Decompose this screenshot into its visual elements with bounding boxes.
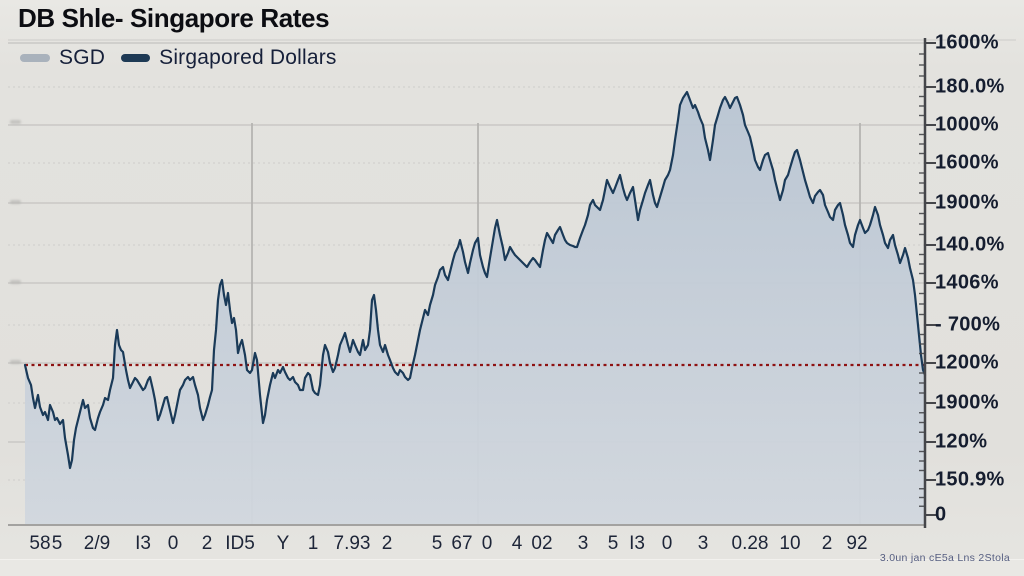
- y-tick-label: 140.0%: [935, 233, 1005, 256]
- x-tick-label: 5: [607, 533, 619, 554]
- x-tick-label: 58: [29, 533, 51, 554]
- x-tick-label: 2: [201, 533, 213, 554]
- legend-swatch-sgd: [20, 54, 50, 62]
- x-tick-label: 0.28: [731, 533, 769, 554]
- x-tick-label: 5: [431, 533, 443, 554]
- left-faint-label: [10, 120, 21, 124]
- legend-label-sgd: SGD: [59, 46, 106, 69]
- chart-footnote: 3.0un jan cE5a Lns 2Stola: [879, 552, 1010, 564]
- x-tick-label: 10: [779, 533, 801, 554]
- x-tick-label: 2: [821, 533, 833, 554]
- x-tick-label: Y: [276, 533, 290, 554]
- y-tick-label: 1900%: [935, 391, 999, 414]
- y-tick-label: 180.0%: [935, 75, 1005, 98]
- x-tick-label: 0: [481, 533, 493, 554]
- bottom-strip: [0, 559, 1024, 576]
- y-tick-label: 1600%: [935, 31, 999, 54]
- chart-title: DB Shle- Singapore Rates: [18, 3, 330, 33]
- x-tick-label: 92: [846, 533, 868, 554]
- y-tick-label: 1406%: [935, 271, 999, 294]
- x-tick-label: 5: [51, 533, 63, 554]
- legend-label-singapore-dollars: Sirgapored Dollars: [159, 46, 337, 69]
- x-tick-label: 1: [307, 533, 319, 554]
- y-tick-label: 0: [935, 503, 947, 526]
- x-tick-label: 0: [167, 533, 179, 554]
- x-tick-label: I3: [629, 533, 645, 554]
- x-tick-label: 0: [661, 533, 673, 554]
- x-tick-label: 67: [451, 533, 473, 554]
- legend-swatch-singapore-dollars: [121, 54, 151, 62]
- left-faint-label: [10, 280, 21, 284]
- x-tick-label: 3: [577, 533, 589, 554]
- y-tick-label: 1000%: [935, 113, 999, 136]
- x-tick-label: 2/9: [83, 533, 111, 554]
- y-tick-label: 1600%: [935, 151, 999, 174]
- y-tick-label: 120%: [935, 430, 988, 453]
- x-tick-label: 3: [697, 533, 709, 554]
- left-faint-label: [10, 200, 21, 204]
- legend: SGD Sirgapored Dollars: [20, 44, 337, 72]
- x-tick-label: 4: [511, 533, 523, 554]
- left-faint-label: [10, 360, 21, 364]
- x-tick-label: ID5: [225, 533, 255, 554]
- x-tick-label: I3: [135, 533, 151, 554]
- y-tick-label: - 700%: [935, 313, 1001, 336]
- x-tick-label: 02: [531, 533, 553, 554]
- y-tick-label: 150.9%: [935, 468, 1005, 491]
- y-tick-label: 1200%: [935, 351, 999, 374]
- x-tick-label: 2: [381, 533, 393, 554]
- y-tick-label: 1900%: [935, 191, 999, 214]
- x-tick-label: 7.93: [333, 533, 371, 554]
